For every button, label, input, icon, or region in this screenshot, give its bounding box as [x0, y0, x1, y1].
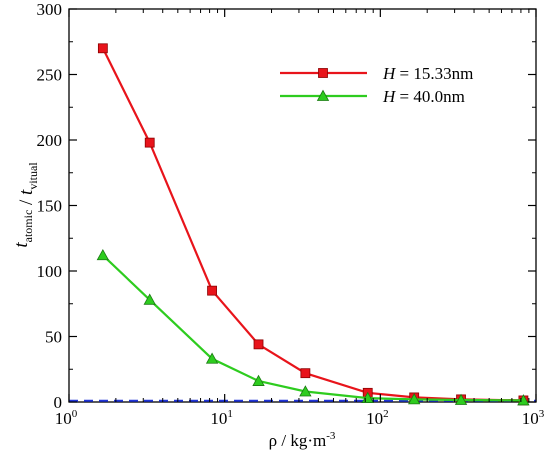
series-line [102, 254, 524, 402]
data-point [205, 352, 219, 364]
legend-marker [316, 89, 330, 101]
y-axis: 0 50 100 150 200 250 300 [37, 0, 536, 412]
data-point [97, 43, 108, 54]
y-tick-label: 100 [37, 262, 63, 281]
x-tick-label: 103 [522, 408, 545, 428]
data-point [144, 137, 155, 148]
legend-label: H = 15.33nm [382, 64, 473, 83]
data-point [454, 393, 468, 405]
data-point [299, 385, 312, 397]
x-tick-label: 100 [55, 408, 78, 428]
data-point [408, 393, 421, 405]
data-point [252, 374, 265, 386]
x-axis-label: ρ / kg·m-3 [269, 430, 336, 450]
x-tick-label: 102 [366, 408, 389, 428]
x-axis: 100 101 102 103 [55, 9, 545, 428]
legend: H = 15.33nm H = 40.0nm [280, 64, 473, 106]
data-point [253, 339, 264, 350]
data-point [143, 293, 156, 305]
legend-label: H = 40.0nm [382, 87, 465, 106]
y-tick-label: 250 [37, 66, 63, 85]
y-tick-label: 150 [37, 197, 63, 216]
y-tick-label: 300 [37, 0, 63, 19]
legend-marker [318, 68, 328, 78]
series-layer [96, 43, 530, 406]
y-tick-label: 50 [45, 328, 62, 347]
y-axis-label: tatomic / tvitual [11, 162, 40, 248]
data-point [96, 248, 110, 261]
x-tick-label: 101 [210, 408, 233, 428]
series-2 [96, 248, 530, 406]
data-point [207, 285, 217, 296]
y-tick-label: 0 [54, 393, 63, 412]
y-tick-label: 200 [37, 131, 63, 150]
x-axis-label-exponent: -3 [326, 430, 336, 442]
x-axis-label-main: ρ / kg·m [269, 431, 327, 450]
data-point [300, 368, 311, 379]
